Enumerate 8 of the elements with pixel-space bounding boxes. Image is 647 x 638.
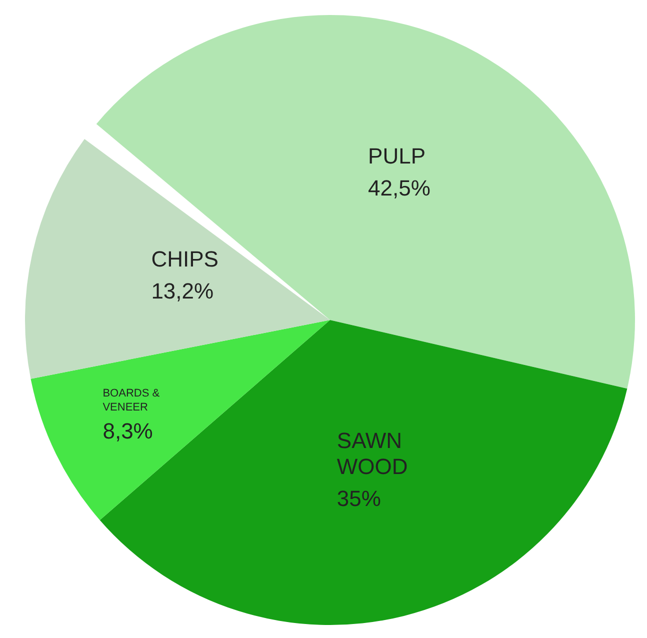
data-label: 35% — [336, 486, 381, 511]
slice-label: CHIPS — [151, 246, 218, 272]
data-label: 42,5% — [368, 176, 430, 201]
slice-label: SAWN WOOD — [336, 428, 408, 479]
data-label: 13,2% — [151, 278, 214, 304]
slice-label: PULP — [368, 144, 426, 169]
slice-label: BOARDS & VENEER — [102, 387, 160, 414]
data-label: 8,3% — [102, 418, 153, 444]
